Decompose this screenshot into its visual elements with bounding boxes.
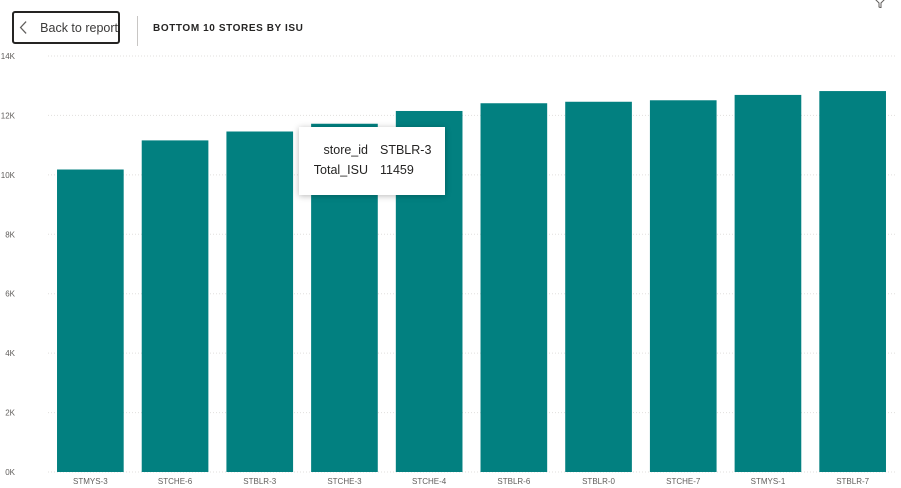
tooltip-value-total-isu: 11459 bbox=[380, 163, 414, 177]
y-tick-label: 4K bbox=[5, 349, 15, 358]
y-tick-label: 12K bbox=[1, 111, 16, 120]
back-to-report-label: Back to report bbox=[40, 20, 118, 35]
bar-stche-7[interactable] bbox=[649, 100, 717, 472]
bar-stblr-0[interactable] bbox=[565, 101, 632, 472]
back-to-report-button[interactable]: Back to report bbox=[12, 11, 120, 44]
x-tick-label: STMYS-1 bbox=[751, 477, 786, 486]
x-tick-label: STBLR-3 bbox=[243, 477, 276, 486]
y-tick-label: 6K bbox=[5, 290, 15, 299]
chart-title: BOTTOM 10 STORES BY ISU bbox=[153, 23, 304, 34]
filter-icon[interactable] bbox=[873, 0, 887, 8]
bar-stblr-7[interactable] bbox=[819, 91, 886, 472]
x-tick-label: STCHE-7 bbox=[666, 477, 701, 486]
tooltip-key-store-id: store_id bbox=[323, 143, 368, 157]
x-tick-label: STCHE-4 bbox=[412, 477, 447, 486]
bar-stblr-3[interactable] bbox=[226, 131, 294, 472]
y-tick-label: 10K bbox=[1, 171, 16, 180]
tooltip-row-store-id: store_id STBLR-3 bbox=[299, 143, 445, 163]
chevron-left-icon bbox=[19, 21, 27, 34]
tooltip-value-store-id: STBLR-3 bbox=[380, 143, 432, 157]
bar-stmys-3[interactable] bbox=[57, 169, 124, 472]
x-tick-label: STCHE-3 bbox=[327, 477, 362, 486]
tooltip-row-total-isu: Total_ISU 11459 bbox=[299, 163, 445, 183]
y-tick-label: 0K bbox=[5, 468, 15, 477]
x-tick-label: STCHE-6 bbox=[158, 477, 193, 486]
bar-stmys-1[interactable] bbox=[734, 94, 802, 472]
tooltip-key-total-isu: Total_ISU bbox=[313, 163, 368, 177]
bar-tooltip: store_id STBLR-3 Total_ISU 11459 bbox=[299, 127, 445, 195]
bar-stche-6[interactable] bbox=[141, 140, 209, 473]
y-tick-label: 14K bbox=[1, 52, 16, 61]
y-tick-label: 8K bbox=[5, 230, 15, 239]
x-tick-label: STBLR-0 bbox=[582, 477, 615, 486]
header-divider bbox=[137, 16, 138, 46]
x-tick-label: STMYS-3 bbox=[73, 477, 108, 486]
bar-stblr-6[interactable] bbox=[480, 103, 548, 472]
y-tick-label: 2K bbox=[5, 409, 15, 418]
x-tick-label: STBLR-7 bbox=[836, 477, 869, 486]
x-tick-label: STBLR-6 bbox=[497, 477, 530, 486]
